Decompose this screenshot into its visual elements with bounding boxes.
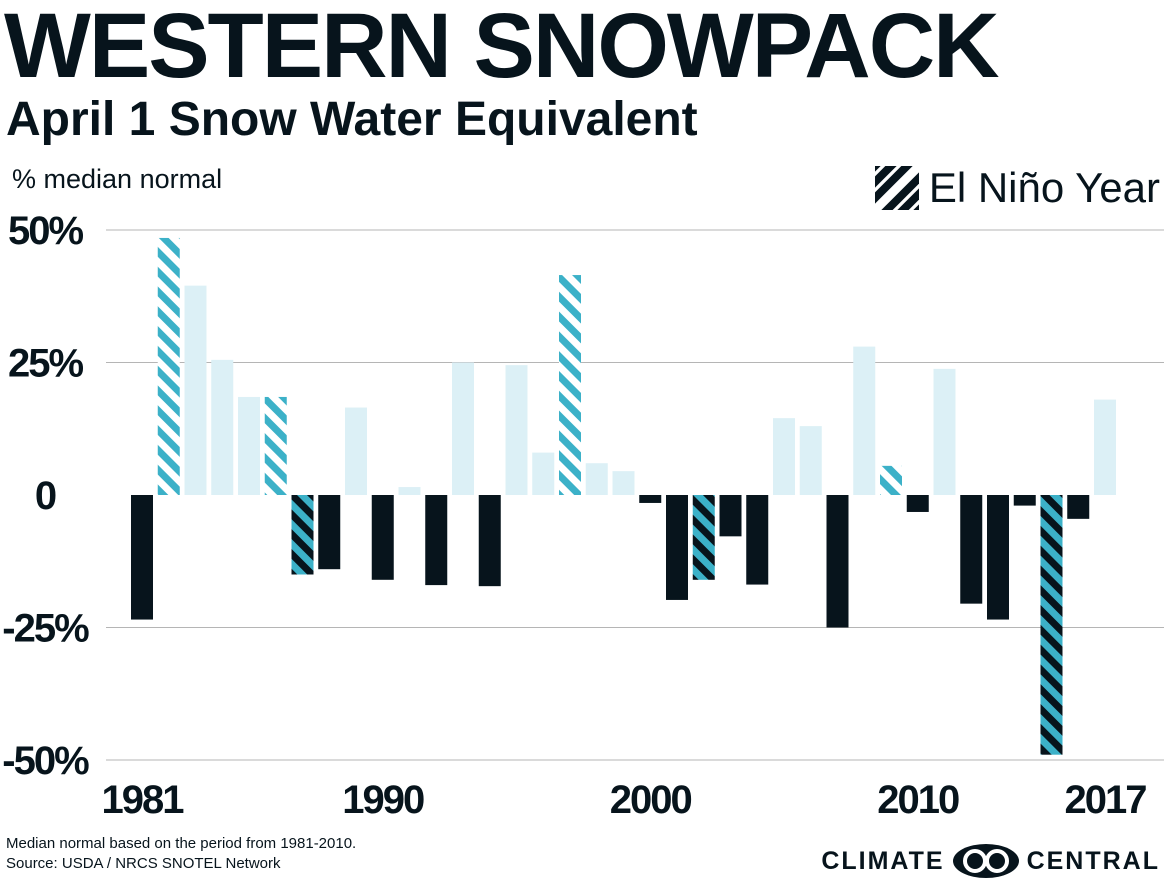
bar-2016 bbox=[1067, 495, 1090, 519]
bar-2010 bbox=[906, 495, 929, 512]
bar-2012 bbox=[960, 495, 983, 604]
diagonal-stripes-icon bbox=[874, 166, 919, 210]
bar-2007 bbox=[826, 495, 849, 628]
bar-2011 bbox=[933, 368, 956, 495]
y-tick-label: 50% bbox=[8, 209, 83, 253]
y-axis-unit-label: % median normal bbox=[12, 164, 223, 194]
bar-2005 bbox=[773, 418, 795, 495]
bar-el-nino-2015 bbox=[1040, 495, 1063, 755]
y-tick-label: 25% bbox=[8, 342, 83, 386]
bar-1998 bbox=[585, 463, 608, 495]
brand-logo-lockup: CLIMATE CENTRAL bbox=[821, 842, 1160, 880]
bar-2001 bbox=[666, 495, 688, 600]
bar-1985 bbox=[238, 396, 260, 495]
bar-1993 bbox=[452, 362, 474, 495]
y-tick-label: 0 bbox=[35, 474, 56, 518]
bar-2003 bbox=[719, 495, 742, 537]
bar-2006 bbox=[799, 426, 822, 495]
bar-2008 bbox=[853, 346, 876, 495]
bar-1999 bbox=[612, 471, 635, 495]
brand-word-climate: CLIMATE bbox=[821, 846, 945, 875]
x-tick-label: 2010 bbox=[877, 778, 959, 822]
footer-note-line-1: Median normal based on the period from 1… bbox=[6, 835, 357, 852]
bar-el-nino-1987 bbox=[291, 495, 314, 575]
bar-1981 bbox=[131, 495, 153, 620]
bar-2014 bbox=[1013, 495, 1036, 506]
bar-1991 bbox=[398, 487, 421, 495]
y-tick-label: -25% bbox=[2, 607, 89, 651]
bar-1984 bbox=[211, 359, 234, 495]
bar-2017 bbox=[1094, 399, 1116, 495]
bar-1994 bbox=[478, 495, 501, 587]
bar-2004 bbox=[746, 495, 769, 585]
footer-note: Median normal based on the period from 1… bbox=[6, 834, 356, 874]
bar-1995 bbox=[505, 365, 528, 495]
bar-el-nino-1982 bbox=[157, 237, 180, 495]
bar-1988 bbox=[318, 495, 341, 570]
footer-source-line: Source: USDA / NRCS SNOTEL Network bbox=[6, 855, 281, 872]
bar-1996 bbox=[532, 452, 555, 495]
chart-subtitle: April 1 Snow Water Equivalent bbox=[6, 93, 698, 146]
legend: El Niño Year bbox=[874, 164, 1160, 212]
bar-1990 bbox=[371, 495, 394, 580]
legend-label: El Niño Year bbox=[928, 164, 1160, 211]
x-tick-label: 2017 bbox=[1065, 778, 1147, 822]
bar-el-nino-2009 bbox=[880, 465, 902, 495]
chart-title: WESTERN SNOWPACK bbox=[4, 0, 1000, 97]
bar-1992 bbox=[425, 495, 448, 586]
y-tick-label: -50% bbox=[2, 739, 89, 783]
x-tick-label: 1981 bbox=[102, 778, 185, 822]
bar-el-nino-1997 bbox=[559, 275, 581, 495]
x-tick-label: 1990 bbox=[342, 778, 424, 822]
bar-2000 bbox=[639, 495, 662, 503]
interlocking-circles-logo bbox=[952, 844, 1019, 878]
bar-el-nino-2002 bbox=[692, 495, 715, 580]
x-tick-label: 2000 bbox=[610, 778, 692, 822]
bar-2013 bbox=[987, 495, 1009, 620]
bar-1989 bbox=[345, 407, 367, 495]
bar-el-nino-1986 bbox=[264, 396, 287, 495]
bar-1983 bbox=[184, 285, 207, 495]
brand-word-central: CENTRAL bbox=[1026, 846, 1160, 875]
